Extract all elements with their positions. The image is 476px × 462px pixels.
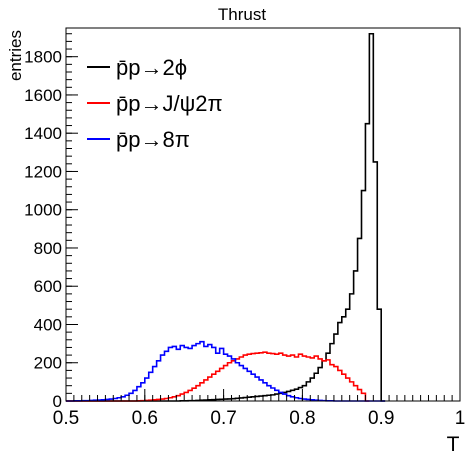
- y-tick-label: 1200: [24, 162, 62, 181]
- x-axis-title: T: [447, 433, 460, 456]
- y-axis: 0 200 400 600 800 1000 1200 1400 1600 1800: [24, 33, 78, 411]
- x-tick-label: 1: [455, 408, 466, 429]
- legend-entry-label: p̄p→8π: [116, 127, 190, 152]
- series-line-3: [66, 340, 386, 402]
- x-tick-label: 0.7: [210, 408, 236, 429]
- y-tick-label: 200: [34, 354, 62, 373]
- x-tick-label: 0.5: [53, 408, 79, 429]
- legend-entry-label: p̄p→J/ψ2π: [116, 91, 223, 116]
- series-layer: [66, 32, 386, 402]
- x-tick-label: 0.8: [289, 408, 315, 429]
- y-tick-label: 1600: [24, 86, 62, 105]
- x-tick-label: 0.6: [132, 408, 158, 429]
- legend: p̄p→2ϕ p̄p→J/ψ2π p̄p→8π: [87, 55, 223, 152]
- plot-frame: [65, 27, 461, 402]
- chart-title: Thrust: [218, 5, 266, 24]
- y-tick-label: 1800: [24, 48, 62, 67]
- y-tick-label: 800: [34, 239, 62, 258]
- x-tick-label: 0.9: [368, 408, 394, 429]
- y-axis-title: entries: [6, 30, 25, 81]
- y-tick-label: 1400: [24, 124, 62, 143]
- y-tick-label: 1000: [24, 201, 62, 220]
- x-axis: 0.5 0.6 0.7 0.8 0.9 1: [53, 389, 466, 429]
- series-line-1: [66, 32, 386, 402]
- legend-entry-label: p̄p→2ϕ: [116, 55, 187, 80]
- y-tick-label: 0: [53, 392, 62, 411]
- series-line-2: [66, 351, 370, 402]
- y-tick-label: 400: [34, 315, 62, 334]
- y-tick-label: 600: [34, 277, 62, 296]
